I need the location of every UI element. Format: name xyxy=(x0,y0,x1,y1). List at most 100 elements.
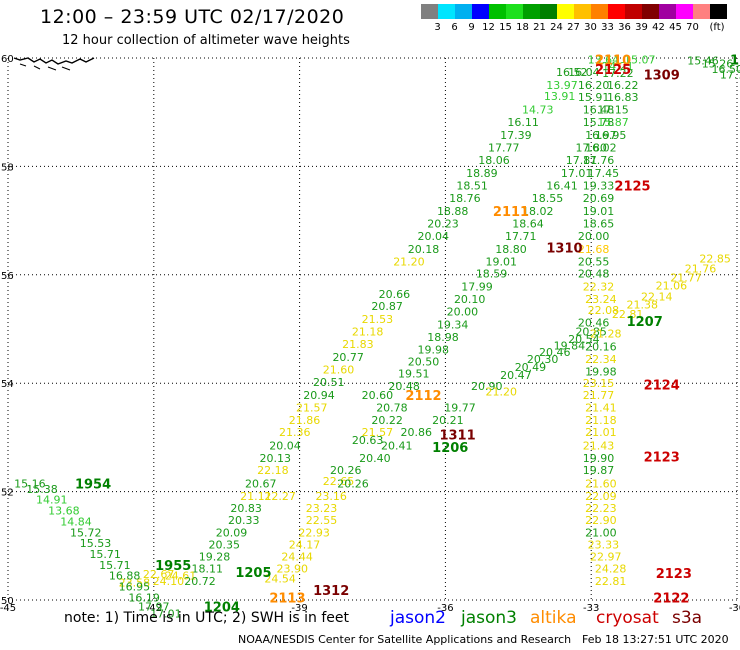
wave-height-value: 21.36 xyxy=(279,426,311,439)
longitude-label: -42 xyxy=(146,603,162,614)
wave-height-value: 22.65 xyxy=(323,475,355,488)
coastline xyxy=(13,57,95,71)
wave-height-value: 21.57 xyxy=(296,402,328,415)
wave-height-value: 20.55 xyxy=(578,255,610,268)
wave-height-value: 22.34 xyxy=(585,353,617,366)
scale-label: 6 xyxy=(451,22,458,33)
wave-height-value: 20.51 xyxy=(313,376,345,389)
wave-height-value: 18.55 xyxy=(532,192,564,205)
pass-time-label: 1310 xyxy=(546,242,582,257)
wave-height-value: 16.50 xyxy=(712,63,740,76)
wave-height-value: 21.43 xyxy=(583,440,615,453)
wave-height-value: 18.06 xyxy=(478,154,510,167)
scale-swatch xyxy=(523,4,540,19)
legend-altika: altika xyxy=(530,608,577,628)
pass-time-label: 2123 xyxy=(644,450,680,465)
pass-time-label: 1311 xyxy=(439,429,475,444)
scale-label: 12 xyxy=(482,22,495,33)
pass-time-label: 2125 xyxy=(614,179,650,194)
scale-label: 27 xyxy=(567,22,580,33)
wave-height-value: 13.68 xyxy=(48,505,80,518)
wave-height-value: 15.46 xyxy=(687,55,719,68)
wave-height-value: 19.98 xyxy=(418,344,450,357)
longitude-label: -36 xyxy=(437,603,453,614)
wave-height-value: 22.90 xyxy=(585,514,617,527)
scale-label: 42 xyxy=(652,22,665,33)
wave-height-value: 14.21 xyxy=(602,60,634,73)
pass-time-label: 1207 xyxy=(627,315,663,330)
pass-time-label: 2123 xyxy=(656,567,692,582)
wave-height-value: 21.76 xyxy=(685,262,717,275)
wave-height-value: 20.77 xyxy=(332,351,364,364)
wave-height-value: 18.59 xyxy=(476,268,508,281)
wave-height-value: 18.11 xyxy=(192,563,224,576)
latitude-label: 52 xyxy=(1,488,14,499)
pass-time-label: 2125 xyxy=(595,63,631,78)
wave-height-value: 18.64 xyxy=(512,217,544,230)
wave-height-value: 17.01 xyxy=(150,608,182,621)
generated-timestamp: Feb 18 13:27:51 UTC 2020 xyxy=(582,633,729,646)
wave-height-value: 21.60 xyxy=(585,477,617,490)
scale-swatch xyxy=(421,4,438,19)
scale-label: 3 xyxy=(434,22,441,33)
wave-height-value: 21.86 xyxy=(289,414,321,427)
pass-time-label: 2111 xyxy=(493,205,529,220)
pass-time-label: 2122 xyxy=(653,591,689,606)
pass-time-label: 1309 xyxy=(644,68,680,83)
wave-height-value: 22.27 xyxy=(264,490,296,503)
wave-height-value: 17.7 xyxy=(720,68,740,81)
wave-height-value: 24.61 xyxy=(165,570,197,583)
scale-label: 39 xyxy=(635,22,648,33)
wave-height-value: 13.64 xyxy=(588,54,620,67)
latitude-label: 58 xyxy=(1,162,14,173)
wave-height-value: 20.21 xyxy=(432,414,464,427)
wave-height-value: 16.41 xyxy=(546,179,578,192)
pass-time-label: 1 xyxy=(730,54,739,69)
wave-height-value: 20.90 xyxy=(471,380,503,393)
wave-height-value: 22.81 xyxy=(595,575,627,588)
wave-height-value: 21.57 xyxy=(362,426,394,439)
pass-time-label: 2124 xyxy=(644,378,680,393)
pass-time-label: 1955 xyxy=(155,559,191,574)
scale-swatch xyxy=(506,4,523,19)
scale-swatch xyxy=(710,4,727,19)
wave-height-value: 21.53 xyxy=(362,313,394,326)
scale-label: 15 xyxy=(499,22,512,33)
wave-height-value: 20.72 xyxy=(184,575,216,588)
wave-height-value: 16.95 xyxy=(595,129,627,142)
wave-height-value: 15.38 xyxy=(26,483,58,496)
pass-time-label: 2110 xyxy=(595,54,631,69)
wave-height-value: 17.80 xyxy=(575,141,607,154)
wave-height-value: 20.60 xyxy=(362,389,394,402)
map-grid xyxy=(7,57,738,601)
longitude-label: -39 xyxy=(291,603,307,614)
wave-height-value: 22.09 xyxy=(585,490,617,503)
wave-height-value: 16.22 xyxy=(607,79,639,92)
wave-height-value: 15.07 xyxy=(624,54,656,67)
wave-height-value: 18.89 xyxy=(466,167,498,180)
wave-height-value: 19.34 xyxy=(437,319,469,332)
wave-height-value: 24.10 xyxy=(153,575,185,588)
wave-height-value: 20.87 xyxy=(371,300,403,313)
wave-height-value: 17.01 xyxy=(561,167,593,180)
wave-height-value: 22.55 xyxy=(306,514,338,527)
wave-height-value: 19.87 xyxy=(583,464,615,477)
scale-swatch xyxy=(642,4,659,19)
wave-height-value: 17.22 xyxy=(602,67,634,80)
wave-height-value: 20.00 xyxy=(447,306,479,319)
scale-swatch xyxy=(574,4,591,19)
latitude-label: 50 xyxy=(1,596,14,607)
wave-height-value: 20.22 xyxy=(371,414,403,427)
wave-height-value: 22.18 xyxy=(257,464,289,477)
wave-height-value: 15.71 xyxy=(89,548,121,561)
wave-height-value: 18.51 xyxy=(456,179,488,192)
scale-swatch xyxy=(489,4,506,19)
wave-height-value: 17.45 xyxy=(588,167,620,180)
scale-swatch xyxy=(472,4,489,19)
wave-height-value: 16.83 xyxy=(607,91,639,104)
scale-swatch xyxy=(540,4,557,19)
wave-height-value: 22.67 xyxy=(143,568,175,581)
wave-height-value: 13.91 xyxy=(544,90,576,103)
scale-label: 36 xyxy=(618,22,631,33)
